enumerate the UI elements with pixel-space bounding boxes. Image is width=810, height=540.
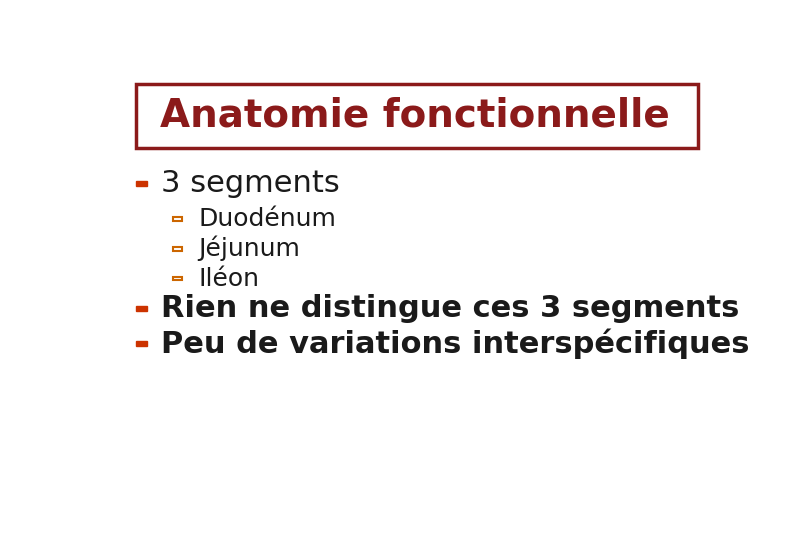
- Text: 3 segments: 3 segments: [161, 169, 339, 198]
- Bar: [136, 341, 147, 346]
- Text: Duodénum: Duodénum: [198, 207, 336, 231]
- Text: Iléon: Iléon: [198, 267, 259, 291]
- Text: Rien ne distingue ces 3 segments: Rien ne distingue ces 3 segments: [161, 294, 740, 323]
- Bar: [136, 181, 147, 186]
- FancyBboxPatch shape: [136, 84, 697, 148]
- Text: Peu de variations interspécifiques: Peu de variations interspécifiques: [161, 328, 749, 359]
- Bar: [136, 306, 147, 311]
- Bar: [173, 247, 182, 251]
- Text: Jéjunum: Jéjunum: [198, 236, 301, 261]
- Bar: [173, 276, 182, 280]
- Text: Anatomie fonctionnelle: Anatomie fonctionnelle: [160, 97, 670, 135]
- Bar: [173, 217, 182, 220]
